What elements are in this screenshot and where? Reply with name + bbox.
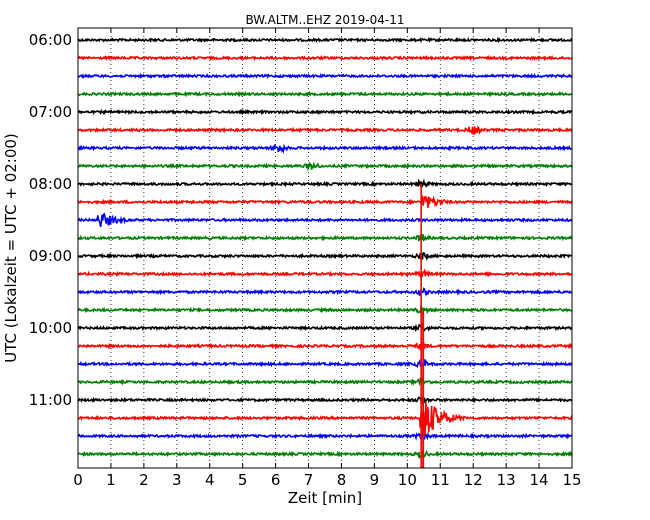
y-tick-label: 08:00 (29, 175, 72, 193)
trace-0830 (78, 212, 572, 227)
trace-0845 (78, 233, 572, 242)
trace-0730 (78, 143, 572, 155)
trace-1030 (78, 358, 572, 370)
x-tick-label: 9 (370, 471, 380, 489)
trace-0930 (78, 287, 572, 298)
trace-1115 (78, 402, 572, 437)
x-tick-label: 5 (238, 471, 248, 489)
trace-1130 (78, 431, 572, 442)
trace-0915 (78, 268, 572, 278)
x-tick-label: 11 (431, 471, 450, 489)
trace-0700 (78, 108, 572, 116)
y-axis-label: UTC (Lokalzeit = UTC + 02:00) (2, 133, 20, 363)
y-tick-label: 07:00 (29, 103, 72, 121)
trace-1145 (78, 449, 572, 460)
trace-group (78, 36, 572, 468)
x-tick-label: 13 (497, 471, 516, 489)
x-tick-label: 2 (139, 471, 149, 489)
chart-title: BW.ALTM..EHZ 2019-04-11 (245, 13, 404, 27)
x-tick-label: 8 (337, 471, 347, 489)
vertical-grid (110, 28, 540, 468)
x-tick-label: 1 (106, 471, 116, 489)
trace-0630 (78, 72, 572, 80)
trace-0900 (78, 252, 572, 261)
x-tick-label: 4 (205, 471, 215, 489)
trace-0600 (78, 36, 572, 44)
trace-1000 (78, 323, 572, 333)
trace-0800 (78, 178, 572, 188)
y-tick-label: 09:00 (29, 247, 72, 265)
trace-0645 (78, 90, 572, 98)
trace-0745 (78, 161, 572, 172)
x-tick-label: 14 (530, 471, 549, 489)
trace-0615 (78, 54, 572, 62)
trace-1015 (78, 341, 572, 351)
x-axis: 0 1 2 3 4 5 6 7 8 9 10 11 12 13 14 15 (73, 28, 582, 489)
x-tick-label: 6 (271, 471, 281, 489)
trace-0715 (78, 125, 572, 135)
x-tick-label: 10 (398, 471, 417, 489)
trace-0815 (78, 194, 572, 208)
x-tick-label: 0 (73, 471, 83, 489)
x-tick-label: 15 (562, 471, 581, 489)
x-tick-label: 3 (172, 471, 182, 489)
trace-1045 (78, 376, 572, 387)
y-tick-label: 11:00 (29, 391, 72, 409)
x-axis-label: Zeit [min] (288, 489, 362, 507)
trace-1100 (78, 395, 572, 407)
plot-frame (77, 27, 573, 469)
y-tick-label: 06:00 (29, 31, 72, 49)
x-tick-label: 12 (464, 471, 483, 489)
y-axis: 06:00 07:00 08:00 09:00 10:00 11:00 (29, 31, 572, 409)
trace-0945 (78, 304, 572, 315)
x-tick-label: 7 (304, 471, 314, 489)
y-tick-label: 10:00 (29, 319, 72, 337)
